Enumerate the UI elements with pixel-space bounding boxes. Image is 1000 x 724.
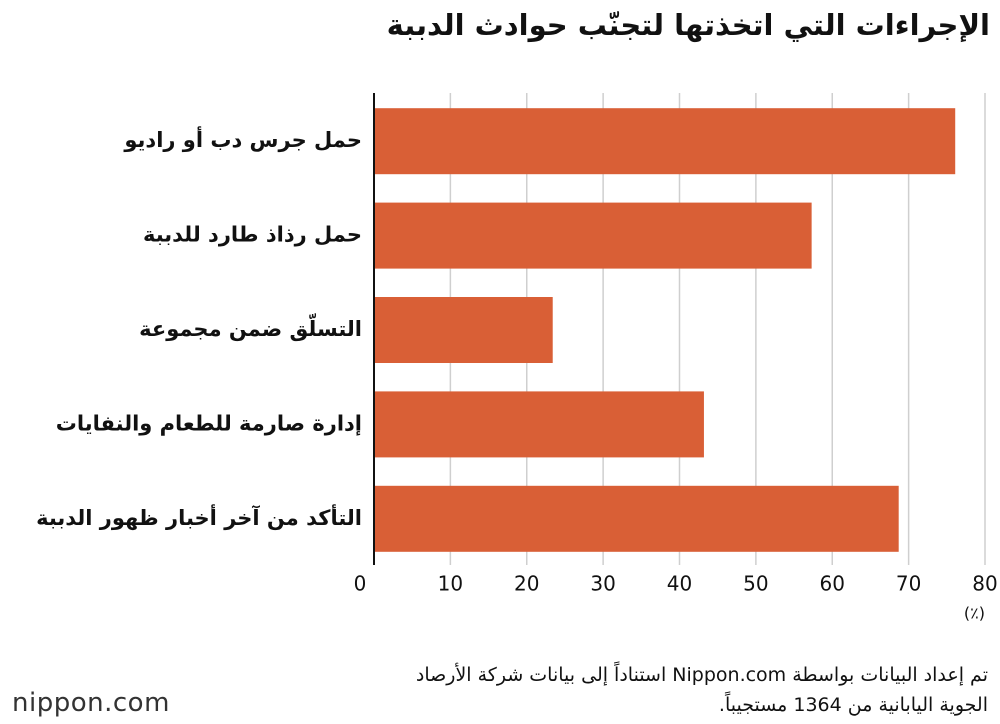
x-tick-label: 80: [972, 572, 997, 596]
y-tick-label: إدارة صارمة للطعام والنفايات: [56, 411, 362, 435]
bar: [374, 297, 553, 363]
x-tick-label: 70: [896, 572, 921, 596]
bar: [374, 108, 956, 175]
y-tick-label: حمل رذاذ طارد للدببة: [143, 223, 362, 247]
bar: [374, 485, 899, 552]
source-note: تم إعداد البيانات بواسطة Nippon.com استن…: [268, 660, 988, 720]
x-tick-label: 30: [590, 572, 615, 596]
x-tick-label: 20: [514, 572, 539, 596]
note-line: الجوية اليابانية من 1364 مستجيباً.: [718, 694, 988, 716]
logo: nippon.com: [12, 688, 170, 718]
x-tick-label: 50: [743, 572, 768, 596]
y-tick-label: التأكد من آخر أخبار ظهور الدببة: [36, 503, 362, 530]
x-tick-label: 10: [438, 572, 463, 596]
chart-title: الإجراءات التي اتخذتها لتجنّب حوادث الدب…: [387, 8, 990, 42]
bar: [374, 391, 704, 458]
x-tick-label: 0: [354, 572, 367, 596]
x-unit: (٪): [964, 604, 985, 623]
x-tick-label: 40: [667, 572, 692, 596]
y-tick-label: حمل جرس دب أو راديو: [123, 125, 362, 152]
x-tick-label: 60: [820, 572, 845, 596]
bar: [374, 202, 812, 269]
y-tick-label: التسلّق ضمن مجموعة: [139, 312, 362, 341]
note-line: تم إعداد البيانات بواسطة Nippon.com استن…: [415, 664, 988, 686]
